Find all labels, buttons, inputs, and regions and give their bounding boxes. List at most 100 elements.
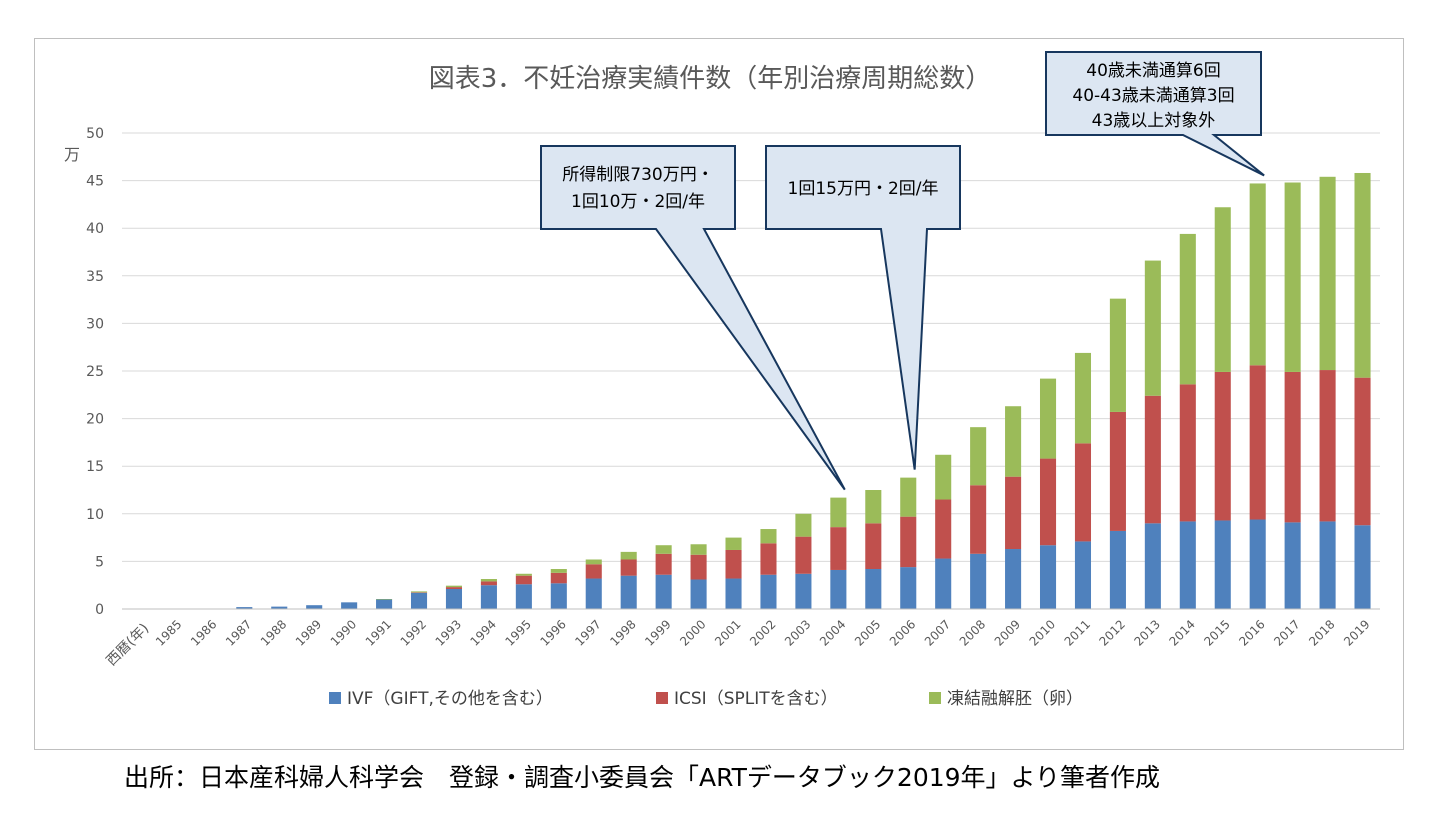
callout-2006-text: 1回15万円・2回/年 [788, 179, 939, 199]
x-tick-label: 1987 [223, 617, 254, 648]
x-tick-label: 2002 [747, 617, 778, 648]
bar-2011-series-3 [1074, 352, 1092, 444]
callout-2004-text: 所得制限730万円・ [562, 165, 713, 185]
y-tick-label: 50 [86, 126, 104, 142]
x-tick-label: 1989 [293, 617, 324, 648]
callout-2016-shape [1045, 51, 1265, 177]
bar-1996-series-3 [550, 569, 567, 573]
callout-2004-text: 1回10万・2回/年 [571, 192, 705, 212]
x-tick-label: 2009 [992, 617, 1023, 648]
legend-label-2: ICSI（SPLITを含む） [674, 689, 838, 709]
bar-2005-series-3 [865, 490, 882, 524]
bar-2012-series-2 [1109, 411, 1126, 531]
x-tick-label: 1999 [642, 617, 673, 648]
bar-2019-series-1 [1354, 525, 1371, 609]
y-axis-unit-label: 万 [64, 145, 80, 164]
legend-swatch-2 [656, 692, 668, 704]
bar-1993-series-3 [445, 585, 463, 588]
bar-1992-series-1 [410, 592, 428, 609]
bar-2003-series-1 [795, 573, 812, 609]
bar-1999-series-2 [655, 553, 672, 575]
callout-2004-shape [540, 145, 846, 491]
bar-2005-series-2 [865, 523, 882, 570]
x-tick-label: 1993 [433, 617, 464, 648]
x-tick-label: 2015 [1201, 617, 1232, 648]
bar-1995-series-1 [515, 584, 532, 609]
bar-2013-series-3 [1144, 260, 1161, 396]
bar-2009-series-1 [1005, 549, 1022, 609]
chart-title: 図表3．不妊治療実績件数（年別治療周期総数） [429, 64, 992, 94]
bar-2016-series-2 [1249, 365, 1266, 520]
x-tick-label: 1995 [502, 617, 533, 648]
bar-2014-series-2 [1179, 384, 1196, 522]
bar-1997-series-3 [585, 559, 602, 565]
x-tick-label: 2007 [922, 617, 953, 648]
bar-2000-series-2 [690, 554, 707, 580]
bar-1998-series-3 [620, 551, 637, 560]
bar-1989-series-1 [306, 605, 323, 609]
bar-2009-series-3 [1005, 406, 1022, 477]
bar-2001-series-1 [725, 578, 742, 609]
bar-2007-series-2 [935, 499, 952, 559]
bar-2004-series-1 [830, 569, 847, 609]
y-tick-label: 0 [95, 602, 104, 618]
callout-2006-shape [765, 145, 961, 470]
x-tick-label: 1986 [188, 617, 219, 648]
x-tick-label: 2008 [957, 617, 988, 648]
callout-2016-text: 43歳以上対象外 [1092, 111, 1216, 131]
bar-2016-series-1 [1249, 519, 1266, 609]
bar-1992-series-3 [410, 591, 428, 593]
callout-2016-text: 40-43歳未満通算3回 [1072, 86, 1234, 106]
x-tick-label: 1997 [572, 617, 603, 648]
bar-2002-series-2 [760, 543, 777, 575]
bar-2004-series-3 [830, 497, 847, 528]
x-tick-label: 1994 [468, 617, 499, 648]
bar-2006-series-2 [900, 516, 917, 568]
bar-2017-series-2 [1284, 371, 1301, 523]
x-tick-label: 1990 [328, 617, 359, 648]
bar-2001-series-3 [725, 537, 742, 550]
y-tick-label: 45 [86, 174, 104, 190]
bar-2010-series-1 [1039, 545, 1057, 609]
bar-2012-series-3 [1109, 298, 1126, 412]
bar-1993-series-2 [445, 587, 463, 590]
x-tick-label: 1985 [153, 617, 184, 648]
bar-2007-series-3 [935, 454, 952, 500]
bar-1999-series-3 [655, 545, 672, 554]
x-tick-label: 1992 [398, 617, 429, 648]
bar-2018-series-1 [1319, 521, 1336, 609]
bar-1994-series-3 [480, 579, 497, 582]
bar-1993-series-1 [445, 589, 463, 609]
x-tick-label: 2004 [817, 617, 848, 648]
bar-2012-series-1 [1109, 530, 1126, 609]
bar-2002-series-3 [760, 529, 777, 544]
y-tick-label: 40 [86, 221, 104, 237]
bar-2008-series-1 [970, 553, 987, 609]
y-tick-label: 15 [86, 459, 104, 475]
bar-1994-series-2 [480, 581, 497, 586]
bar-1991-series-3 [376, 599, 393, 600]
legend-label-3: 凍結融解胚（卵） [947, 689, 1083, 709]
bar-2014-series-1 [1179, 521, 1196, 609]
bar-2015-series-2 [1214, 371, 1231, 521]
bar-2003-series-3 [795, 513, 812, 537]
bar-2010-series-3 [1039, 378, 1057, 459]
bar-2019-series-2 [1354, 377, 1371, 526]
bar-2009-series-2 [1005, 476, 1022, 550]
bar-1988-series-1 [271, 606, 288, 609]
bar-2006-series-3 [900, 477, 917, 517]
bar-2016-series-3 [1249, 183, 1266, 366]
bar-1999-series-1 [655, 574, 672, 609]
x-tick-label: 2019 [1341, 617, 1372, 648]
bar-2017-series-3 [1284, 182, 1301, 372]
bar-2018-series-2 [1319, 370, 1336, 522]
y-tick-label: 25 [86, 364, 104, 380]
bar-2017-series-1 [1284, 522, 1301, 609]
x-tick-label: 2005 [852, 617, 883, 648]
bar-1996-series-2 [550, 572, 567, 584]
x-tick-label: 2000 [677, 617, 708, 648]
x-tick-label: 2006 [887, 617, 918, 648]
x-tick-label: 2003 [782, 617, 813, 648]
bar-2002-series-1 [760, 574, 777, 609]
bar-1990-series-1 [341, 602, 358, 609]
